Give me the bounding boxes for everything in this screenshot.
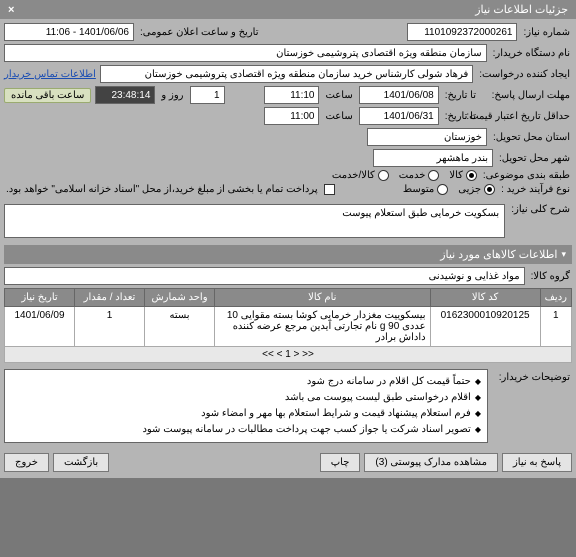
time-label-2: ساعت — [323, 111, 354, 122]
until-time-value: 11:10 — [264, 86, 319, 104]
group-label: گروه کالا: — [529, 271, 572, 282]
note-line: حتماً قیمت کل اقلام در سامانه درج شود — [11, 374, 481, 390]
validity-time-value: 11:00 — [264, 107, 319, 125]
city-label: شهر محل تحویل: — [497, 153, 572, 164]
remaining-suffix: ساعت باقی مانده — [4, 88, 91, 103]
panel-title: جزئیات اطلاعات نیاز — [475, 3, 568, 16]
buyer-notes-label: توضیحات خریدار: — [492, 369, 572, 443]
note-line: فرم استعلام پیشنهاد قیمت و شرایط استعلام… — [11, 406, 481, 422]
province-label: استان محل تحویل: — [491, 132, 572, 143]
radio-off-icon — [428, 170, 439, 181]
announce-date-value: 1401/06/06 - 11:06 — [4, 23, 134, 41]
validity-label: حداقل تاریخ اعتبار قیمت: — [482, 111, 572, 122]
until-date-label: تا تاریخ: — [443, 90, 478, 101]
request-no-label: شماره نیاز: — [521, 27, 572, 38]
buytype-radio-jozei[interactable]: جزیی — [458, 184, 495, 195]
day-and-label: روز و — [159, 90, 185, 101]
col-name: نام کالا — [215, 289, 431, 307]
cell-name: بیسکوییت مغزدار خرمایی کوشا بسته مقوایی … — [215, 307, 431, 347]
countdown-timer: 23:48:14 — [95, 86, 155, 104]
request-details-panel: جزئیات اطلاعات نیاز × شماره نیاز: 110109… — [0, 0, 576, 478]
buyer-org-label: نام دستگاه خریدار: — [491, 48, 572, 59]
radio-off-icon — [378, 170, 389, 181]
col-unit: واحد شمارش — [145, 289, 215, 307]
buyer-notes-box: حتماً قیمت کل اقلام در سامانه درج شود اق… — [4, 369, 488, 443]
cell-code: 0162300010920125 — [430, 307, 540, 347]
buytype-radio-group: جزیی متوسط — [403, 184, 495, 195]
buyer-org-value: سازمان منطقه ویژه اقتصادی پتروشیمی خوزست… — [4, 44, 487, 62]
table-pager[interactable]: << < 1 > >> — [4, 347, 572, 363]
cell-row: 1 — [540, 307, 571, 347]
buytype-radio-motavaset[interactable]: متوسط — [403, 184, 448, 195]
panel-body: شماره نیاز: 1101092372000261 تاریخ و ساع… — [0, 19, 576, 447]
province-value: خوزستان — [367, 128, 487, 146]
request-no-value: 1101092372000261 — [407, 23, 517, 41]
table-row[interactable]: 1 0162300010920125 بیسکوییت مغزدار خرمای… — [5, 307, 572, 347]
exit-button[interactable]: خروج — [4, 453, 49, 472]
class-radio-khidmat[interactable]: خدمت — [399, 170, 440, 181]
items-section-title: اطلاعات کالاهای مورد نیاز — [440, 248, 557, 261]
note-line: اقلام درخواستی طبق لیست پیوست می باشد — [11, 390, 481, 406]
view-attachments-button[interactable]: مشاهده مدارک پیوستی (3) — [364, 453, 498, 472]
close-icon[interactable]: × — [8, 4, 14, 16]
class-radio-kala[interactable]: کالا — [449, 170, 477, 181]
creator-label: ایجاد کننده درخواست: — [477, 69, 572, 80]
pay-checkbox[interactable] — [324, 184, 335, 195]
cell-unit: بسته — [145, 307, 215, 347]
cell-date: 1401/06/09 — [5, 307, 75, 347]
validity-until-label: تا تاریخ: — [443, 111, 478, 122]
cell-qty: 1 — [75, 307, 145, 347]
validity-date-value: 1401/06/31 — [359, 107, 439, 125]
back-button[interactable]: بازگشت — [53, 453, 109, 472]
class-radio-kala-khidmat[interactable]: کالا/خدمت — [332, 170, 389, 181]
creator-value: فرهاد شولی کارشناس خرید سازمان منطقه ویژ… — [100, 65, 473, 83]
panel-header: جزئیات اطلاعات نیاز × — [0, 0, 576, 19]
deadline-label: مهلت ارسال پاسخ: — [482, 90, 572, 101]
note-line: تصویر اسناد شرکت یا جواز کسب جهت پرداخت … — [11, 422, 481, 438]
items-section-header[interactable]: ▾ اطلاعات کالاهای مورد نیاز — [4, 245, 572, 264]
print-button[interactable]: چاپ — [320, 453, 361, 472]
pay-note: پرداخت تمام یا بخشی از مبلغ خرید،از محل … — [4, 184, 320, 195]
class-label: طبقه بندی موضوعی: — [481, 170, 572, 181]
desc-text: بسکویت خرمایی طبق استعلام پیوست — [4, 204, 505, 238]
items-table: ردیف کد کالا نام کالا واحد شمارش تعداد /… — [4, 288, 572, 347]
class-radio-group: کالا خدمت کالا/خدمت — [332, 170, 477, 181]
announce-date-label: تاریخ و ساعت اعلان عمومی: — [138, 27, 261, 38]
buytype-label: نوع فرآیند خرید : — [499, 184, 572, 195]
radio-on-icon — [484, 184, 495, 195]
caret-down-icon: ▾ — [561, 249, 566, 260]
col-code: کد کالا — [430, 289, 540, 307]
until-date-value: 1401/06/08 — [359, 86, 439, 104]
col-qty: تعداد / مقدار — [75, 289, 145, 307]
col-row: ردیف — [540, 289, 571, 307]
respond-button[interactable]: پاسخ به نیاز — [502, 453, 572, 472]
radio-on-icon — [466, 170, 477, 181]
days-remaining: 1 — [190, 86, 225, 104]
buyer-contact-link[interactable]: اطلاعات تماس خریدار — [4, 69, 96, 80]
city-value: بندر ماهشهر — [373, 149, 493, 167]
col-date: تاریخ نیاز — [5, 289, 75, 307]
footer-buttons: پاسخ به نیاز مشاهده مدارک پیوستی (3) چاپ… — [0, 447, 576, 478]
radio-off-icon — [437, 184, 448, 195]
time-label-1: ساعت — [323, 90, 354, 101]
group-value: مواد غذایی و نوشیدنی — [4, 267, 525, 285]
desc-label: شرح کلی نیاز: — [509, 201, 572, 215]
